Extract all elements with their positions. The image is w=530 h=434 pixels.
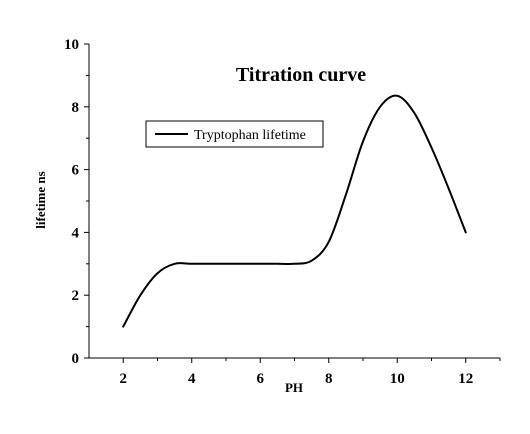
y-tick-label: 2 <box>72 288 80 304</box>
legend-label: Tryptophan lifetime <box>194 128 306 143</box>
x-tick-label: 6 <box>257 371 265 387</box>
axes: 0 2 4 6 8 10 2 4 6 8 10 12 <box>64 37 501 387</box>
y-tick-label: 8 <box>72 100 80 116</box>
y-tick-label: 4 <box>72 225 80 241</box>
x-axis-title: PH <box>285 380 303 395</box>
chart-title: Titration curve <box>236 64 366 86</box>
x-tick-label: 10 <box>390 371 405 387</box>
y-tick-label: 10 <box>64 37 79 53</box>
x-tick-label: 2 <box>120 371 128 387</box>
y-axis-title: lifetime ns <box>33 171 48 228</box>
series-line-tryptophan-lifetime <box>122 94 467 328</box>
x-tick-label: 4 <box>188 371 196 387</box>
y-tick-label: 6 <box>72 163 80 179</box>
y-tick-label: 0 <box>72 351 80 367</box>
x-tick-label: 12 <box>458 371 473 387</box>
legend: Tryptophan lifetime <box>145 120 324 148</box>
x-tick-label: 8 <box>325 371 333 387</box>
